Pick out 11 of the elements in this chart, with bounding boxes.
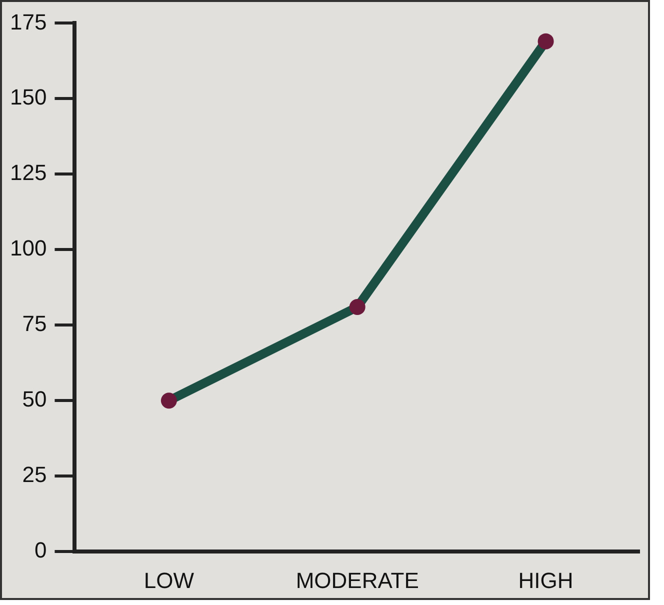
y-tick-label: 75: [22, 311, 47, 336]
x-tick-label: LOW: [144, 568, 194, 593]
y-tick-label: 25: [22, 462, 47, 488]
y-tick-label: 125: [10, 160, 47, 186]
y-tick-label: 100: [10, 236, 47, 261]
y-tick-label: 0: [34, 538, 47, 563]
y-tick-label: 50: [22, 386, 47, 412]
y-tick-label: 175: [10, 9, 47, 34]
x-tick-label: HIGH: [518, 568, 574, 593]
y-tick-label: 150: [10, 84, 47, 110]
x-tick-label: MODERATE: [296, 568, 419, 593]
